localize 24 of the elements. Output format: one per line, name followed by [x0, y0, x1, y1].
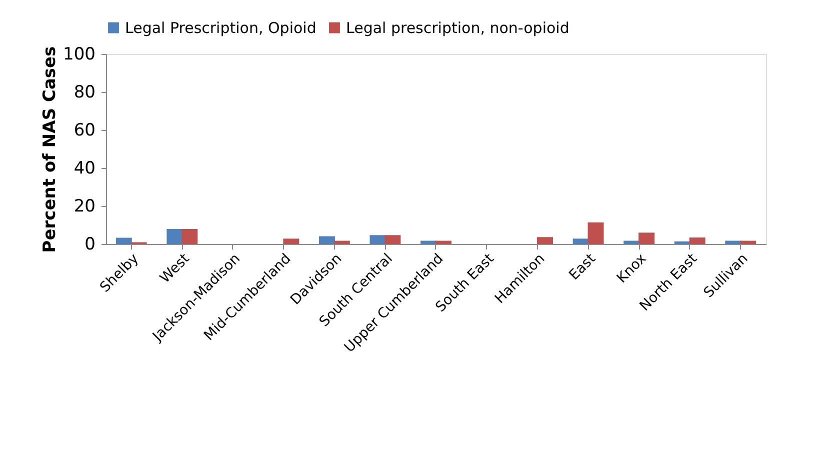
legend-label: Legal Prescription, Opioid: [125, 18, 316, 37]
bar: [537, 237, 554, 244]
bar: [283, 238, 300, 244]
y-tick-label: 40: [74, 158, 96, 178]
bar: [435, 240, 452, 244]
bar: [318, 236, 335, 244]
bar: [370, 235, 386, 244]
bar: [384, 235, 401, 244]
bar: [689, 238, 706, 244]
bar: [572, 238, 589, 244]
y-tick-label: 60: [74, 120, 96, 140]
bar: [116, 238, 132, 244]
bar: [740, 240, 756, 244]
y-tick-label: 100: [63, 44, 96, 64]
bar: [166, 228, 183, 244]
legend-label: Legal prescription, non-opioid: [346, 18, 570, 37]
bar: [588, 222, 604, 244]
bar: [334, 240, 350, 244]
y-tick-label: 0: [84, 234, 96, 254]
bar: [638, 232, 655, 244]
bar: [182, 228, 198, 244]
y-tick-label: 80: [74, 82, 96, 102]
y-axis-title: Percent of NAS Cases: [40, 46, 60, 253]
y-tick-label: 20: [74, 196, 96, 216]
